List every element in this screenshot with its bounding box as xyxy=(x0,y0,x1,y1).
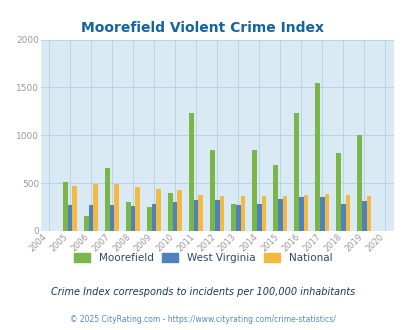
Bar xyxy=(156,189,161,231)
Bar xyxy=(324,194,328,231)
Bar xyxy=(235,205,240,231)
Bar xyxy=(168,193,173,231)
Bar xyxy=(147,207,151,231)
Bar xyxy=(361,201,366,231)
Bar xyxy=(63,182,68,231)
Bar xyxy=(173,202,177,231)
Text: Crime Index corresponds to incidents per 100,000 inhabitants: Crime Index corresponds to incidents per… xyxy=(51,287,354,297)
Bar xyxy=(151,204,156,231)
Bar xyxy=(126,202,130,231)
Bar xyxy=(114,184,119,231)
Text: © 2025 CityRating.com - https://www.cityrating.com/crime-statistics/: © 2025 CityRating.com - https://www.city… xyxy=(70,315,335,324)
Bar xyxy=(72,185,77,231)
Bar xyxy=(294,113,298,231)
Bar xyxy=(315,83,319,231)
Bar xyxy=(214,200,219,231)
Bar xyxy=(130,206,135,231)
Text: Moorefield Violent Crime Index: Moorefield Violent Crime Index xyxy=(81,21,324,35)
Bar xyxy=(356,135,361,231)
Bar xyxy=(340,204,345,231)
Bar xyxy=(277,199,282,231)
Bar xyxy=(256,204,261,231)
Bar xyxy=(194,200,198,231)
Bar xyxy=(319,197,324,231)
Bar xyxy=(261,196,266,231)
Bar xyxy=(298,197,303,231)
Bar xyxy=(273,165,277,231)
Bar xyxy=(252,150,256,231)
Bar xyxy=(219,196,224,231)
Bar xyxy=(189,113,194,231)
Bar xyxy=(105,168,109,231)
Bar xyxy=(68,205,72,231)
Bar xyxy=(282,196,286,231)
Bar xyxy=(135,187,140,231)
Bar xyxy=(84,216,89,231)
Bar xyxy=(303,195,307,231)
Bar xyxy=(345,195,350,231)
Bar xyxy=(198,195,202,231)
Legend: Moorefield, West Virginia, National: Moorefield, West Virginia, National xyxy=(69,249,336,267)
Bar xyxy=(240,196,245,231)
Bar xyxy=(210,150,214,231)
Bar xyxy=(231,204,235,231)
Bar xyxy=(366,196,371,231)
Bar xyxy=(336,152,340,231)
Bar xyxy=(93,184,98,231)
Bar xyxy=(89,205,93,231)
Bar xyxy=(109,205,114,231)
Bar xyxy=(177,190,182,231)
